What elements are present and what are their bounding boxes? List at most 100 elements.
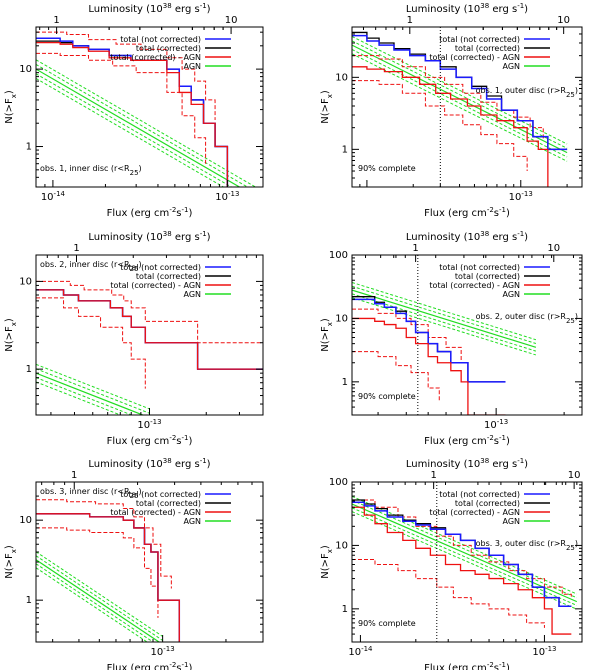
legend-label: total (corrected) <box>455 272 520 281</box>
legend-label: total (corrected) <box>136 44 201 53</box>
y-tick-label: 10 <box>19 515 32 526</box>
agn-upper-inner <box>352 285 537 345</box>
top-tick-label: 10 <box>557 15 570 26</box>
y-tick-label: 10 <box>335 313 348 324</box>
legend-label: total (not corrected) <box>439 490 520 499</box>
legend-label: total (corrected) <box>136 499 201 508</box>
y-tick-label: 1 <box>342 377 348 388</box>
y-axis-title: N(>Fx) <box>320 318 334 352</box>
y-tick-label: 1 <box>26 142 32 153</box>
panel-obs3-inner: 1 10 10-13 1 Luminosity (1038 erg s-1) Flux (… <box>4 457 264 670</box>
x-axis-title: Flux (erg cm-2s-1) <box>107 206 193 219</box>
legend-label: AGN <box>183 62 201 71</box>
legend-label: total (not corrected) <box>120 263 201 272</box>
series-minus-agn <box>36 513 180 642</box>
plot-area <box>36 499 181 642</box>
minus-agn-lower <box>36 297 146 389</box>
series-not-corrected <box>352 501 572 607</box>
panel-annotation: obs. 2, outer disc (r>R25) <box>476 312 578 325</box>
panel-annotation: obs. 1, outer disc (r>R25) <box>476 86 578 99</box>
x-tick-label: 10-14 <box>348 645 373 658</box>
panel-annotation: obs. 3, inner disc (r<R25) <box>40 487 142 500</box>
legend-label: total (corrected) - AGN <box>429 508 520 517</box>
legend-label: total (not corrected) <box>120 490 201 499</box>
completeness-label: 90% complete <box>358 164 416 173</box>
y-tick-label: 10 <box>335 72 348 83</box>
series-minus-agn <box>36 289 263 370</box>
series-not-corrected <box>352 298 506 383</box>
agn-upper <box>352 36 568 145</box>
top-axis-title: Luminosity (1038 erg s-1) <box>406 230 528 243</box>
x-axis-title: Flux (erg cm-2s-1) <box>107 434 193 447</box>
x-tick-label: 10-13 <box>509 190 533 203</box>
panel-annotation: obs. 2, inner disc (r<R25) <box>40 260 142 273</box>
panel-annotation: obs. 1, inner disc (r<R25) <box>40 164 142 177</box>
y-axis-title: N(>Fx) <box>320 545 334 579</box>
minus-agn-lower <box>352 80 528 172</box>
y-tick-label: 1 <box>26 364 32 375</box>
x-axis-title: Flux (erg cm-2s-1) <box>424 661 510 670</box>
agn-upper <box>36 363 150 410</box>
x-axis-title: Flux (erg cm-2s-1) <box>424 206 510 219</box>
minus-agn-lower <box>36 527 159 618</box>
x-tick-label: 10-13 <box>484 418 508 431</box>
series-not-corrected <box>352 34 568 151</box>
x-tick-label: 10-13 <box>137 418 161 431</box>
legend-label: total (not corrected) <box>120 35 201 44</box>
panel-obs2-inner: 1 10 10-13 1 Luminosity (1038 erg s-1) Flux (… <box>4 230 264 447</box>
y-tick-label: 100 <box>329 250 348 261</box>
legend-label: AGN <box>502 290 520 299</box>
legend-label: total (corrected) - AGN <box>429 281 520 290</box>
agn-upper <box>352 281 537 341</box>
legend-label: total (corrected) <box>455 44 520 53</box>
series-corrected <box>36 289 263 370</box>
x-tick-label: 10-13 <box>215 190 239 203</box>
agn-line <box>352 503 578 603</box>
top-tick-label: 1 <box>71 470 77 481</box>
panel-annotation: obs. 3, outer disc (r>R25) <box>476 539 578 552</box>
axes-frame <box>35 26 264 188</box>
legend-label: AGN <box>183 517 201 526</box>
x-tick-label: 10-13 <box>532 645 556 658</box>
plot-area <box>36 280 263 415</box>
y-tick-label: 10 <box>19 276 32 287</box>
top-tick-label: 1 <box>412 243 418 254</box>
legend-label: total (corrected) - AGN <box>110 281 201 290</box>
agn-upper-inner <box>36 555 163 641</box>
top-tick-label: 1 <box>407 15 413 26</box>
axes-frame <box>351 481 583 643</box>
legend-label: total (corrected) - AGN <box>110 53 201 62</box>
agn-upper-inner <box>36 64 249 187</box>
agn-line <box>36 372 145 415</box>
agn-lower-inner <box>352 507 578 606</box>
axes-frame <box>351 254 583 416</box>
legend-label: total (corrected) <box>455 499 520 508</box>
y-tick-label: 1 <box>26 595 32 606</box>
series-not-corrected <box>36 289 263 370</box>
agn-lower-inner <box>36 563 154 642</box>
legend-label: total (not corrected) <box>439 263 520 272</box>
legend-label: AGN <box>502 517 520 526</box>
minus-agn-lower <box>36 52 207 164</box>
agn-line <box>36 559 161 642</box>
panel-obs2-outer: 90% complete 1 10 100 10-13 1 10 Luminosity (10… <box>320 230 583 447</box>
panel-obs3-outer: 90% complete 1 10 100 10-14 10-13 1 10 Luminosit… <box>320 457 583 670</box>
y-tick-label: 100 <box>329 477 348 488</box>
minus-agn-lower <box>352 351 440 401</box>
x-tick-label: 10-14 <box>41 190 66 203</box>
axes-frame <box>351 26 583 188</box>
plot-area <box>36 31 257 187</box>
agn-lower <box>36 567 148 642</box>
agn-lower-inner <box>352 49 568 158</box>
agn-lower <box>36 381 122 415</box>
legend-label: total (not corrected) <box>439 35 520 44</box>
plot-area <box>352 31 568 187</box>
top-axis-title: Luminosity (1038 erg s-1) <box>406 2 528 15</box>
legend-label: AGN <box>502 62 520 71</box>
y-tick-label: 1 <box>342 144 348 155</box>
agn-lower-inner <box>36 73 233 187</box>
top-axis-title: Luminosity (1038 erg s-1) <box>406 457 528 470</box>
y-tick-label: 10 <box>19 64 32 75</box>
legend-label: total (corrected) - AGN <box>110 508 201 517</box>
top-tick-label: 10 <box>547 243 560 254</box>
